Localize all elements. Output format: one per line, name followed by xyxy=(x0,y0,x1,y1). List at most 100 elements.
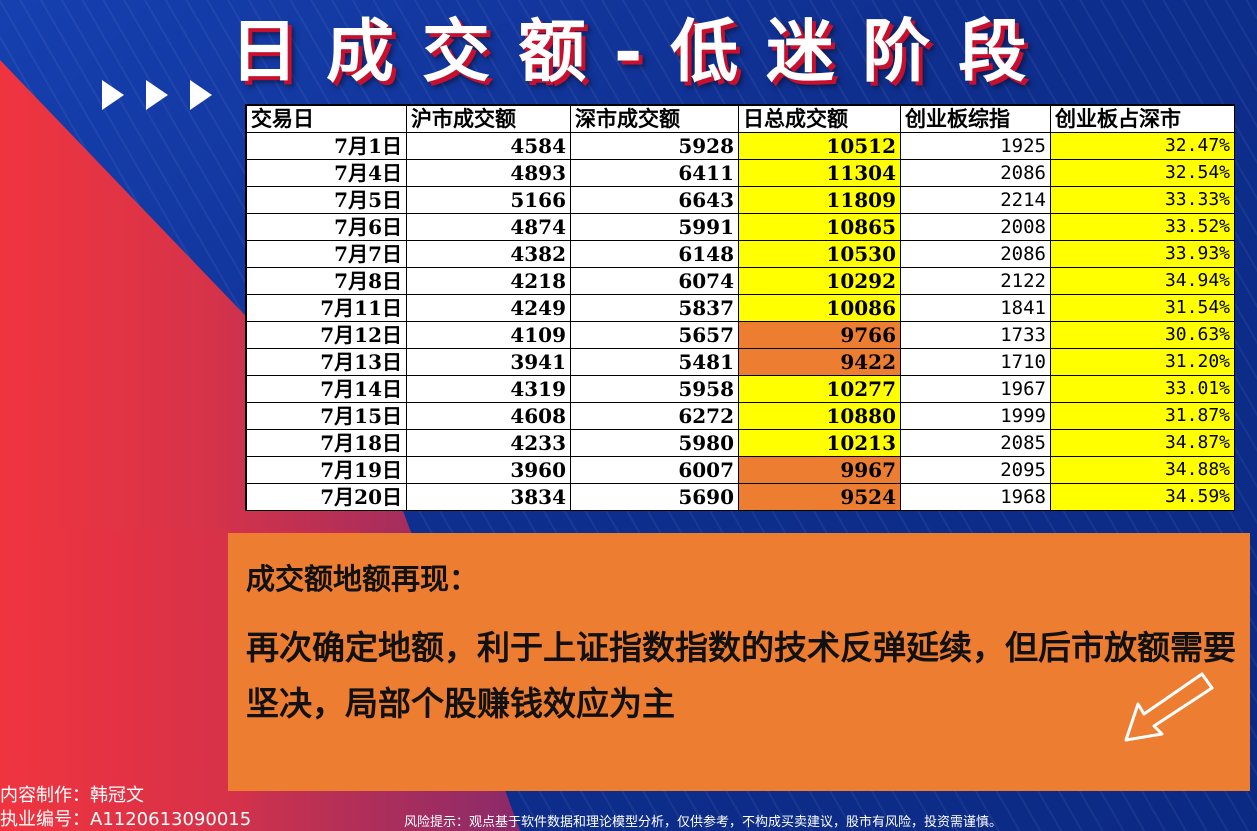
cell-date: 7月12日 xyxy=(246,321,407,349)
cell-sz-turnover: 6148 xyxy=(570,240,739,268)
cell-total-turnover: 10277 xyxy=(738,375,901,403)
table-row: 7月6日 4874 5991 10865 2008 33.52% xyxy=(246,213,1235,241)
cell-sz-turnover: 5481 xyxy=(570,348,739,376)
cell-date: 7月13日 xyxy=(246,348,407,376)
cell-total-turnover: 11809 xyxy=(738,186,901,214)
cell-sh-turnover: 3960 xyxy=(406,456,571,484)
cell-date: 7月15日 xyxy=(246,402,407,430)
cell-date: 7月6日 xyxy=(246,213,407,241)
cell-sz-turnover: 5837 xyxy=(570,294,739,322)
turnover-table: 交易日 沪市成交额 深市成交额 日总成交额 创业板综指 创业板占深市 7月1日 4… xyxy=(245,104,1235,511)
cell-chinext-share: 33.93% xyxy=(1050,240,1235,268)
cell-date: 7月7日 xyxy=(246,240,407,268)
cell-chinext-share: 32.47% xyxy=(1050,132,1235,160)
cell-sh-turnover: 4319 xyxy=(406,375,571,403)
cell-chinext-share: 30.63% xyxy=(1050,321,1235,349)
cell-sh-turnover: 4249 xyxy=(406,294,571,322)
cell-total-turnover: 9766 xyxy=(738,321,901,349)
cell-chinext-index: 2086 xyxy=(900,159,1051,187)
cell-total-turnover: 9967 xyxy=(738,456,901,484)
cell-chinext-share: 31.87% xyxy=(1050,402,1235,430)
table-row: 7月13日 3941 5481 9422 1710 31.20% xyxy=(246,348,1235,376)
table-row: 7月12日 4109 5657 9766 1733 30.63% xyxy=(246,321,1235,349)
note-box xyxy=(228,533,1250,791)
cell-chinext-index: 2008 xyxy=(900,213,1051,241)
cell-sz-turnover: 6272 xyxy=(570,402,739,430)
cell-sh-turnover: 5166 xyxy=(406,186,571,214)
cell-sh-turnover: 4608 xyxy=(406,402,571,430)
cell-sz-turnover: 5991 xyxy=(570,213,739,241)
cell-total-turnover: 10086 xyxy=(738,294,901,322)
header-sz-turnover: 深市成交额 xyxy=(570,105,739,133)
cell-chinext-index: 1999 xyxy=(900,402,1051,430)
header-chinext-share: 创业板占深市 xyxy=(1050,105,1235,133)
risk-disclaimer: 风险提示：观点基于软件数据和理论模型分析，仅供参考，不构成买卖建议，股市有风险，… xyxy=(404,815,1003,830)
cell-total-turnover: 11304 xyxy=(738,159,901,187)
cell-total-turnover: 10213 xyxy=(738,429,901,457)
cell-sh-turnover: 3834 xyxy=(406,483,571,511)
header-total-turnover: 日总成交额 xyxy=(738,105,901,133)
cell-chinext-share: 33.01% xyxy=(1050,375,1235,403)
table-header-row: 交易日 沪市成交额 深市成交额 日总成交额 创业板综指 创业板占深市 xyxy=(246,105,1235,133)
cell-sz-turnover: 5928 xyxy=(570,132,739,160)
table-row: 7月14日 4319 5958 10277 1967 33.01% xyxy=(246,375,1235,403)
table-row: 7月15日 4608 6272 10880 1999 31.87% xyxy=(246,402,1235,430)
cell-chinext-share: 33.33% xyxy=(1050,186,1235,214)
cell-sz-turnover: 6643 xyxy=(570,186,739,214)
cell-total-turnover: 10530 xyxy=(738,240,901,268)
cell-sz-turnover: 5980 xyxy=(570,429,739,457)
decorative-arrows xyxy=(102,80,212,110)
license-number: 执业编号：A1120613090015 xyxy=(0,809,252,830)
cell-total-turnover: 10865 xyxy=(738,213,901,241)
table-row: 7月8日 4218 6074 10292 2122 34.94% xyxy=(246,267,1235,295)
cell-chinext-index: 1968 xyxy=(900,483,1051,511)
cell-total-turnover: 10880 xyxy=(738,402,901,430)
cell-chinext-index: 2214 xyxy=(900,186,1051,214)
cell-sz-turnover: 6074 xyxy=(570,267,739,295)
cell-chinext-index: 2085 xyxy=(900,429,1051,457)
cell-date: 7月18日 xyxy=(246,429,407,457)
cell-sz-turnover: 5958 xyxy=(570,375,739,403)
table-row: 7月18日 4233 5980 10213 2085 34.87% xyxy=(246,429,1235,457)
note-body: 再次确定地额，利于上证指数指数的技术反弹延续，但后市放额需要坚决，局部个股赚钱效… xyxy=(246,628,1236,723)
cell-chinext-index: 1710 xyxy=(900,348,1051,376)
header-chinext-index: 创业板综指 xyxy=(900,105,1051,133)
header-sh-turnover: 沪市成交额 xyxy=(406,105,571,133)
pointer-arrow-icon xyxy=(1124,672,1214,742)
table-row: 7月1日 4584 5928 10512 1925 32.47% xyxy=(246,132,1235,160)
cell-sh-turnover: 4874 xyxy=(406,213,571,241)
cell-sh-turnover: 4218 xyxy=(406,267,571,295)
table-row: 7月20日 3834 5690 9524 1968 34.59% xyxy=(246,483,1235,511)
cell-sh-turnover: 4584 xyxy=(406,132,571,160)
cell-chinext-share: 31.54% xyxy=(1050,294,1235,322)
play-arrow-icon xyxy=(146,80,168,110)
cell-date: 7月1日 xyxy=(246,132,407,160)
table-row: 7月5日 5166 6643 11809 2214 33.33% xyxy=(246,186,1235,214)
cell-total-turnover: 9524 xyxy=(738,483,901,511)
cell-total-turnover: 10292 xyxy=(738,267,901,295)
cell-chinext-index: 2086 xyxy=(900,240,1051,268)
cell-sh-turnover: 4109 xyxy=(406,321,571,349)
cell-chinext-index: 2095 xyxy=(900,456,1051,484)
cell-chinext-share: 32.54% xyxy=(1050,159,1235,187)
page-title: 日成交额-低迷阶段 xyxy=(230,13,1055,92)
cell-date: 7月8日 xyxy=(246,267,407,295)
header-date: 交易日 xyxy=(246,105,407,133)
cell-chinext-index: 1925 xyxy=(900,132,1051,160)
cell-sz-turnover: 5657 xyxy=(570,321,739,349)
cell-chinext-index: 2122 xyxy=(900,267,1051,295)
cell-chinext-index: 1967 xyxy=(900,375,1051,403)
cell-chinext-share: 31.20% xyxy=(1050,348,1235,376)
cell-chinext-share: 33.52% xyxy=(1050,213,1235,241)
play-arrow-icon xyxy=(102,80,124,110)
cell-chinext-share: 34.94% xyxy=(1050,267,1235,295)
cell-sh-turnover: 4382 xyxy=(406,240,571,268)
cell-sh-turnover: 3941 xyxy=(406,348,571,376)
cell-sz-turnover: 5690 xyxy=(570,483,739,511)
play-arrow-icon xyxy=(190,80,212,110)
cell-total-turnover: 9422 xyxy=(738,348,901,376)
cell-date: 7月11日 xyxy=(246,294,407,322)
cell-sz-turnover: 6411 xyxy=(570,159,739,187)
cell-date: 7月14日 xyxy=(246,375,407,403)
cell-chinext-share: 34.87% xyxy=(1050,429,1235,457)
